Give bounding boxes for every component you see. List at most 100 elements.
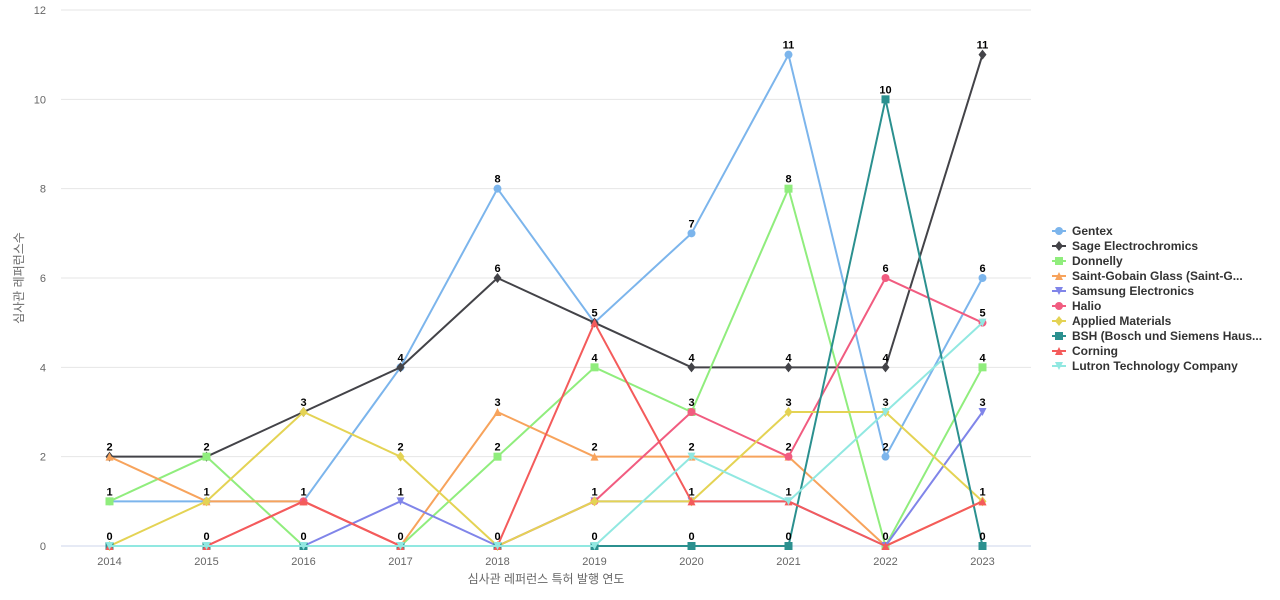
series-point <box>105 497 114 506</box>
series-point <box>299 542 308 550</box>
series-point <box>202 542 211 550</box>
data-label: 1 <box>300 486 306 498</box>
data-label: 0 <box>688 531 694 543</box>
series-point <box>396 542 405 550</box>
legend-marker <box>1055 227 1063 235</box>
series-lines <box>105 49 987 551</box>
series-point <box>784 497 793 506</box>
series-point <box>590 452 599 461</box>
series-point <box>784 407 793 417</box>
series-line <box>109 321 984 547</box>
legend-marker <box>1055 347 1063 355</box>
data-label: 0 <box>203 531 209 543</box>
series-point <box>396 451 405 462</box>
x-tick-label: 2018 <box>485 556 509 568</box>
series-point <box>784 362 793 373</box>
data-label: 3 <box>494 397 500 409</box>
series-point <box>299 407 308 417</box>
legend-item[interactable]: Saint-Gobain Glass (Saint-G... <box>1052 269 1243 283</box>
legend-item[interactable]: BSH (Bosch und Siemens Haus... <box>1052 329 1262 343</box>
legend-marker <box>1055 332 1063 340</box>
series-point <box>978 542 987 550</box>
series-point <box>784 184 793 193</box>
data-label: 11 <box>977 40 989 52</box>
x-axis-title: 심사관 레퍼런스 특허 발행 연도 <box>468 571 625 586</box>
x-tick-label: 2019 <box>582 556 606 568</box>
legend-label: Corning <box>1072 344 1118 358</box>
series-point <box>202 452 211 461</box>
legend-item[interactable]: Lutron Technology Company <box>1052 359 1238 373</box>
legend-marker <box>1055 272 1063 280</box>
legend-marker <box>1055 241 1063 251</box>
data-label: 4 <box>979 352 986 364</box>
data-labels: 2102103104210863205421074321011843210106… <box>106 40 988 543</box>
data-label: 4 <box>397 352 404 364</box>
data-label: 6 <box>979 263 985 275</box>
data-label: 4 <box>882 352 889 364</box>
legend-marker <box>1055 316 1063 326</box>
data-label: 7 <box>688 218 694 230</box>
series-point <box>978 497 987 506</box>
legend-label: Halio <box>1072 299 1101 313</box>
x-tick-label: 2015 <box>194 556 218 568</box>
legend-label: Sage Electrochromics <box>1072 239 1198 253</box>
legend-item[interactable]: Donnelly <box>1052 254 1123 268</box>
data-label: 6 <box>494 263 500 275</box>
series-point <box>978 363 987 372</box>
series-point <box>396 497 405 506</box>
data-label: 2 <box>688 442 694 454</box>
legend-item[interactable]: Samsung Electronics <box>1052 284 1194 298</box>
series-point <box>978 49 987 60</box>
series-point <box>784 50 793 59</box>
data-label: 0 <box>979 531 985 543</box>
data-label: 2 <box>397 442 403 454</box>
data-label: 0 <box>591 531 597 543</box>
legend-marker <box>1055 362 1063 370</box>
data-label: 4 <box>591 352 598 364</box>
legend-label: Gentex <box>1072 224 1113 238</box>
data-label: 4 <box>688 352 695 364</box>
series-point <box>590 318 599 327</box>
legend-item[interactable]: Gentex <box>1052 224 1113 238</box>
data-label: 1 <box>106 486 112 498</box>
legend-label: Donnelly <box>1072 254 1123 268</box>
data-label: 0 <box>494 531 500 543</box>
series-point <box>299 497 308 506</box>
legend-item[interactable]: Applied Materials <box>1052 314 1172 328</box>
x-tick-label: 2023 <box>970 556 994 568</box>
data-label: 2 <box>882 442 888 454</box>
series-point <box>881 274 890 282</box>
series-line <box>109 321 983 547</box>
data-label: 11 <box>783 40 795 52</box>
legend-marker <box>1055 302 1063 310</box>
gridlines <box>61 9 1031 547</box>
data-label: 0 <box>397 531 403 543</box>
series-point <box>493 273 502 283</box>
y-tick-label: 10 <box>34 94 46 106</box>
legend-item[interactable]: Corning <box>1052 344 1118 358</box>
data-label: 3 <box>300 397 306 409</box>
series-point <box>687 229 696 238</box>
series-point <box>784 542 793 550</box>
data-label: 3 <box>979 397 985 409</box>
data-label: 8 <box>785 174 791 186</box>
legend-item[interactable]: Halio <box>1052 299 1101 313</box>
series-point <box>881 95 890 104</box>
legend-item[interactable]: Sage Electrochromics <box>1052 239 1198 253</box>
data-label: 2 <box>591 442 597 454</box>
y-tick-label: 12 <box>34 5 46 17</box>
data-label: 1 <box>591 486 597 498</box>
series-point <box>105 452 114 461</box>
data-label: 0 <box>300 531 306 543</box>
data-label: 3 <box>785 397 791 409</box>
series-point <box>978 274 987 282</box>
data-label: 4 <box>785 352 792 364</box>
series-point <box>881 452 890 461</box>
series-line <box>109 98 984 547</box>
data-label: 1 <box>979 486 985 498</box>
legend-label: BSH (Bosch und Siemens Haus... <box>1072 329 1262 343</box>
series-point <box>590 542 599 550</box>
